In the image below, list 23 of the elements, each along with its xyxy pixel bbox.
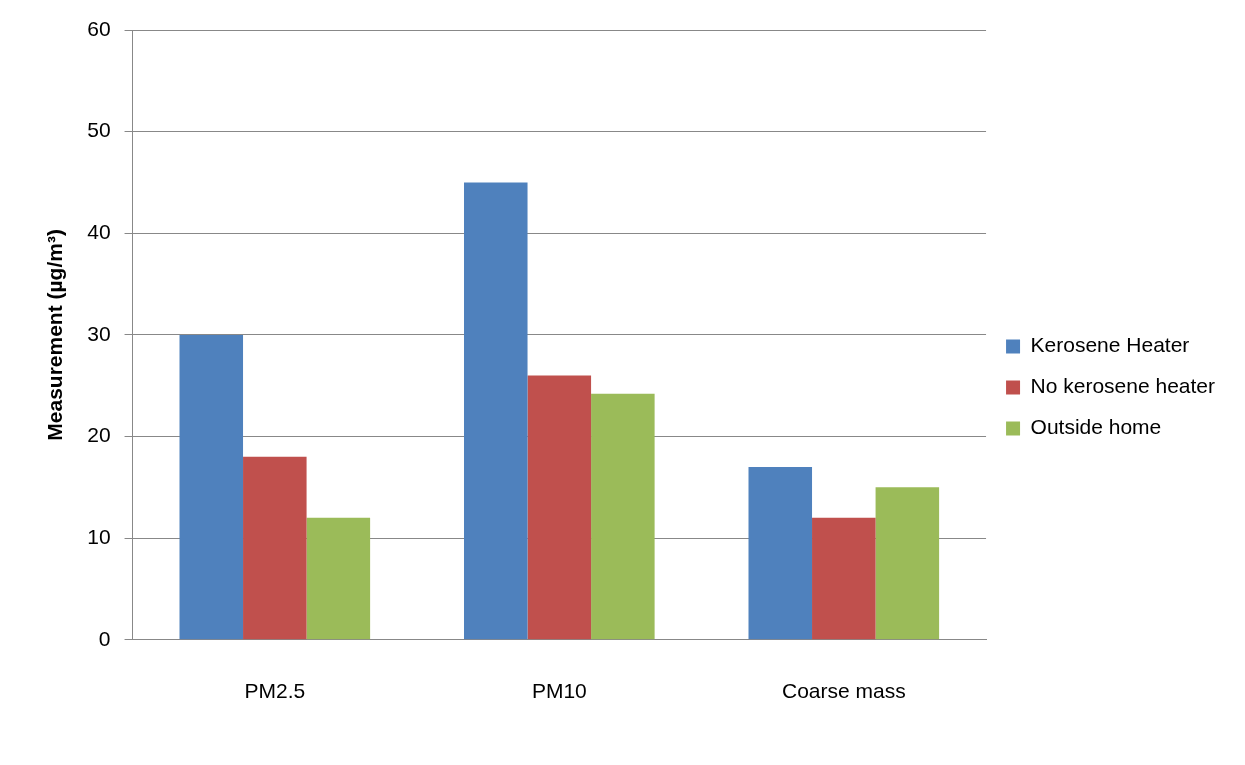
y-axis-title: Measurement (µg/m³) bbox=[43, 229, 67, 441]
x-tick-label: PM2.5 bbox=[244, 679, 306, 703]
y-tick-label: 60 bbox=[87, 16, 111, 40]
legend-label: Kerosene Heater bbox=[1030, 333, 1190, 357]
bar bbox=[306, 517, 371, 640]
bar bbox=[812, 517, 876, 640]
bar bbox=[527, 375, 592, 640]
y-tick-label: 20 bbox=[87, 423, 111, 447]
bar bbox=[179, 334, 244, 640]
y-tick-label: 0 bbox=[98, 626, 111, 650]
bar bbox=[464, 182, 528, 640]
x-tick-label: Coarse mass bbox=[781, 679, 906, 703]
x-tick-label: PM10 bbox=[531, 679, 587, 703]
y-tick-label: 30 bbox=[87, 321, 111, 345]
bar bbox=[243, 456, 307, 640]
y-tick-label: 10 bbox=[87, 524, 111, 548]
bar bbox=[591, 393, 655, 640]
legend-label: Outside home bbox=[1030, 415, 1162, 439]
bar bbox=[748, 467, 813, 640]
legend-label: No kerosene heater bbox=[1030, 374, 1216, 398]
y-tick-label: 40 bbox=[87, 220, 111, 244]
bar bbox=[875, 487, 940, 640]
y-tick-label: 50 bbox=[87, 118, 111, 142]
